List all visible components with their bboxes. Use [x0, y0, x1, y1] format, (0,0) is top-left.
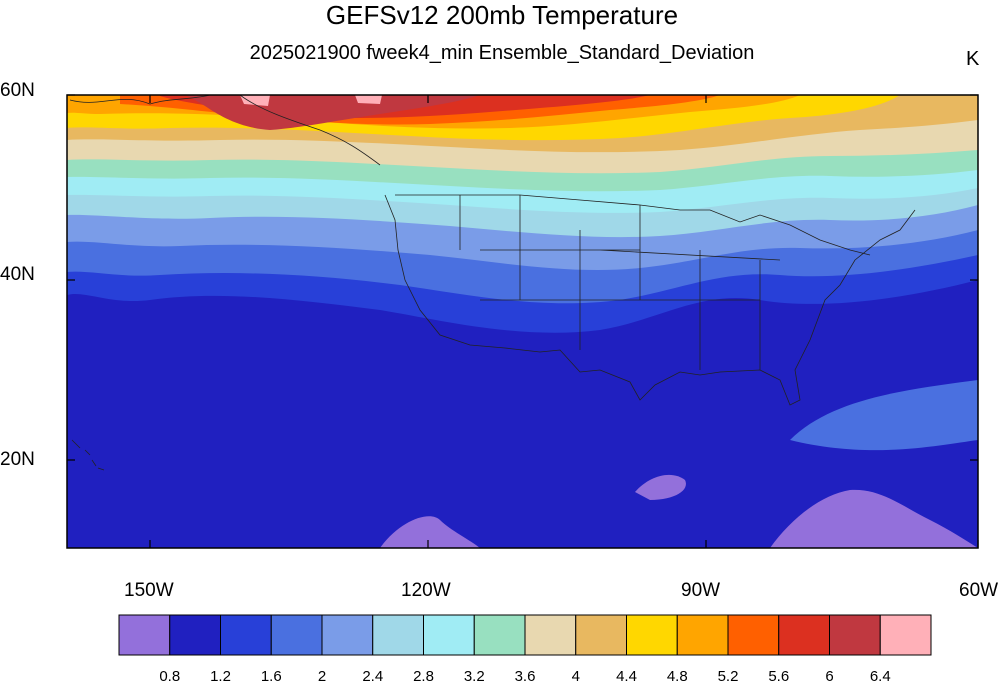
- colorbar-swatch: [473, 614, 526, 656]
- map-ticks: [67, 94, 979, 548]
- map-subtitle: 2025021900 fweek4_min Ensemble_Standard_…: [249, 42, 755, 64]
- colorbar-tick-label: 4.4: [616, 668, 637, 685]
- colorbar-swatch: [626, 614, 678, 656]
- colorbar-swatch: [270, 614, 323, 656]
- colorbar-tick-label: 5.6: [768, 668, 790, 685]
- lat-label-40n: 40N: [0, 264, 35, 285]
- colorbar-swatch: [575, 614, 627, 656]
- lon-label-120w: 120W: [401, 580, 451, 601]
- field-patch-0-8-a: [380, 516, 480, 548]
- field-patch-0-8-c: [635, 474, 686, 500]
- colorbar-swatch: [169, 614, 221, 656]
- colorbar: [118, 614, 932, 656]
- lon-label-60w: 60W: [959, 580, 999, 601]
- colorbar-tick-label: 6.4: [869, 668, 891, 685]
- lat-label-60n: 60N: [0, 80, 35, 101]
- map-field: [67, 95, 978, 548]
- colorbar-swatch: [676, 614, 729, 656]
- map-frame: [66, 94, 979, 549]
- units-label: K: [966, 48, 980, 70]
- colorbar-tick-label: 0.8: [159, 668, 181, 685]
- colorbar-tick-label: 5.2: [717, 668, 739, 685]
- colorbar-tick-label: 4: [571, 668, 580, 685]
- colorbar-swatch: [727, 614, 780, 656]
- colorbar-swatch: [372, 614, 424, 656]
- coastline-overlay: [69, 95, 916, 471]
- colorbar-tick-label: 2.4: [362, 668, 384, 685]
- colorbar-tick-label: 4.8: [666, 668, 688, 685]
- field-patch-0-8-b: [770, 489, 978, 548]
- colorbar-swatch: [220, 614, 272, 656]
- colorbar-swatch: [423, 614, 475, 656]
- colorbar-tick-label: 1.2: [210, 668, 231, 685]
- lat-label-20n: 20N: [0, 449, 35, 470]
- colorbar-tick-label: 3.6: [514, 668, 536, 685]
- lon-label-150w: 150W: [124, 580, 174, 601]
- colorbar-swatch: [118, 614, 171, 656]
- colorbar-tick-label: 2.8: [413, 668, 434, 685]
- colorbar-swatch: [879, 614, 932, 656]
- colorbar-tick-label: 3.2: [463, 668, 485, 685]
- lon-label-90w: 90W: [681, 580, 721, 601]
- field-band-max-2: [355, 95, 382, 104]
- colorbar-swatch: [321, 614, 374, 656]
- colorbar-tick-label: 6: [825, 668, 834, 685]
- colorbar-swatch: [829, 614, 881, 656]
- colorbar-tick-label: 1.6: [260, 668, 282, 685]
- colorbar-tick-label: 2: [317, 668, 327, 685]
- field-patch-2-se: [790, 380, 978, 451]
- colorbar-swatch: [778, 614, 830, 656]
- field-band-max: [240, 95, 270, 106]
- map-title: GEFSv12 200mb Temperature: [325, 0, 679, 30]
- colorbar-swatch: [524, 614, 577, 656]
